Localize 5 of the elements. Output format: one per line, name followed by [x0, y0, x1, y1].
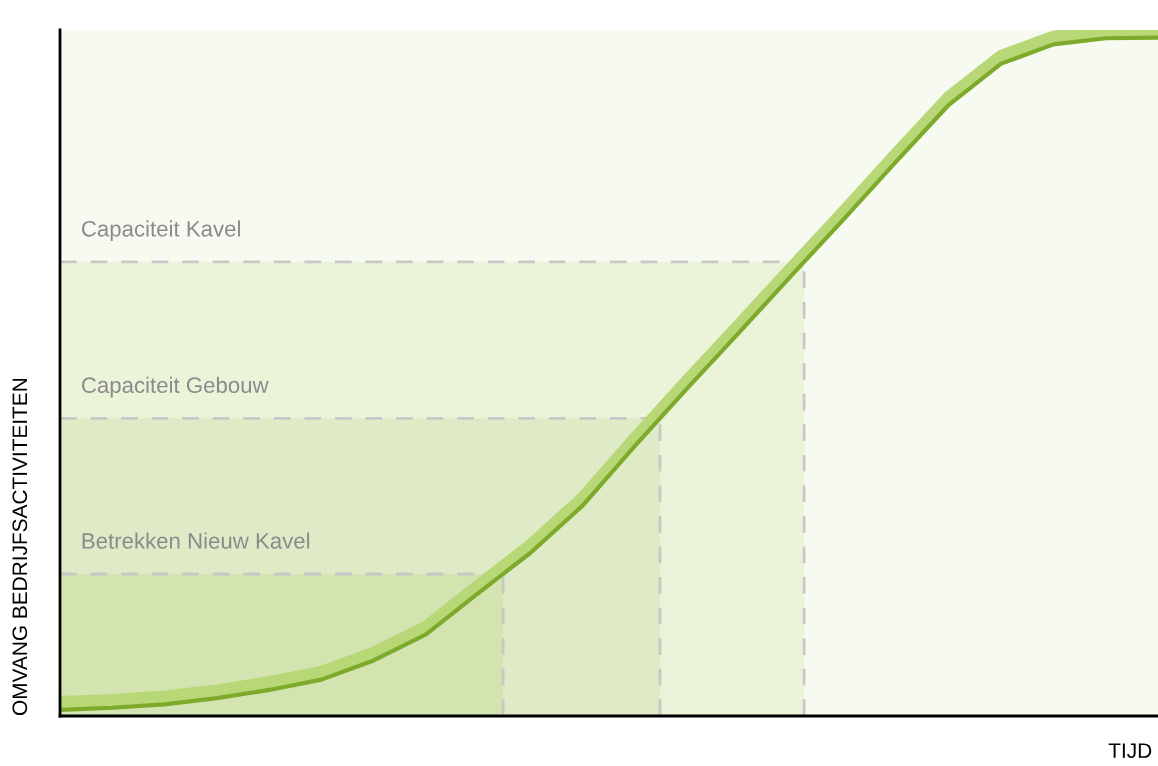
y-axis-title: OMVANG BEDRIJFSACTIVITEITEN [12, 378, 28, 716]
x-axis-title: TIJD [1108, 743, 1152, 759]
ref-line-label: Capaciteit Gebouw [81, 376, 269, 398]
ref-line-label: Betrekken Nieuw Kavel [82, 532, 310, 549]
ref-line-label: Capaciteit Kavel [81, 220, 240, 242]
